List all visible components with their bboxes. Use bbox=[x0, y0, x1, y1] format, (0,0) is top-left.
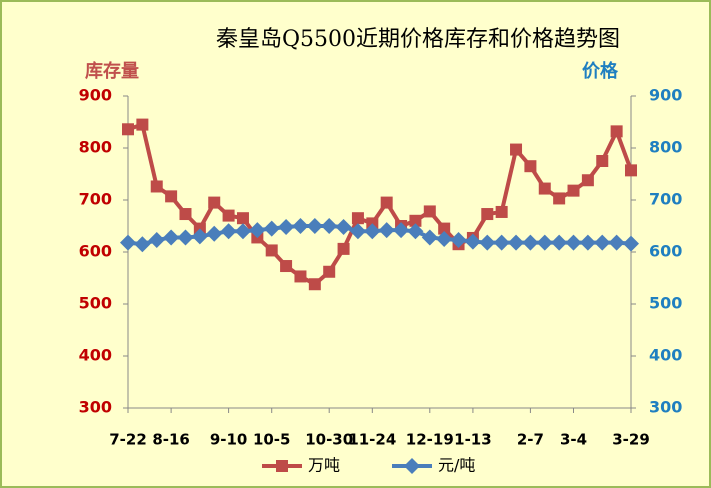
point bbox=[623, 235, 639, 252]
point bbox=[222, 209, 235, 222]
point bbox=[510, 143, 523, 156]
point bbox=[265, 244, 278, 257]
x-tick-label: 10-5 bbox=[253, 431, 291, 449]
point bbox=[335, 219, 352, 236]
legend-label: 元/吨 bbox=[438, 456, 475, 475]
point bbox=[150, 180, 163, 193]
point bbox=[565, 234, 582, 251]
point bbox=[236, 212, 249, 225]
y2-tick-label: 400 bbox=[649, 346, 682, 365]
point bbox=[551, 234, 568, 251]
y-tick-label: 700 bbox=[79, 190, 112, 209]
point bbox=[278, 219, 295, 236]
point bbox=[276, 460, 288, 472]
point bbox=[206, 225, 223, 242]
point bbox=[364, 223, 381, 240]
point bbox=[263, 220, 280, 237]
point bbox=[120, 234, 136, 251]
point bbox=[579, 234, 596, 251]
point bbox=[323, 265, 336, 278]
y2-tick-label: 800 bbox=[649, 138, 682, 157]
point bbox=[165, 190, 178, 203]
x-tick-label: 3-4 bbox=[560, 431, 587, 449]
point bbox=[404, 458, 420, 474]
point bbox=[553, 192, 566, 205]
y2-tick-label: 600 bbox=[649, 242, 682, 261]
y-axis-label: 库存量 bbox=[85, 60, 139, 82]
point bbox=[179, 208, 192, 221]
point bbox=[450, 232, 467, 249]
y2-tick-label: 700 bbox=[649, 190, 682, 209]
point bbox=[280, 260, 293, 273]
point bbox=[351, 212, 364, 225]
y-tick-label: 900 bbox=[79, 86, 112, 105]
point bbox=[306, 218, 323, 234]
y-tick-label: 500 bbox=[79, 294, 112, 313]
point bbox=[423, 205, 436, 218]
point bbox=[479, 234, 496, 251]
y2-tick-label: 500 bbox=[649, 294, 682, 313]
x-tick-label: 10-30 bbox=[305, 431, 353, 449]
point bbox=[436, 231, 453, 247]
point bbox=[349, 223, 366, 240]
chart-title: 秦皇岛Q5500近期价格库存和价格趋势图 bbox=[216, 27, 620, 52]
point bbox=[163, 229, 180, 246]
point bbox=[378, 222, 395, 239]
point bbox=[292, 218, 309, 234]
point bbox=[524, 160, 537, 173]
point bbox=[536, 234, 553, 251]
y2-tick-label: 300 bbox=[649, 398, 682, 417]
point bbox=[608, 234, 625, 251]
point bbox=[134, 236, 151, 253]
point bbox=[508, 234, 525, 251]
y-tick-label: 600 bbox=[79, 242, 112, 261]
point bbox=[594, 234, 611, 251]
point bbox=[495, 205, 508, 218]
point bbox=[136, 118, 149, 131]
point bbox=[581, 174, 594, 187]
point bbox=[294, 270, 307, 283]
x-tick-label: 8-16 bbox=[152, 431, 190, 449]
x-tick-label: 9-10 bbox=[210, 431, 248, 449]
x-tick-label: 7-22 bbox=[109, 431, 147, 449]
point bbox=[625, 164, 637, 177]
y-tick-label: 400 bbox=[79, 346, 112, 365]
y2-tick-label: 900 bbox=[649, 86, 682, 105]
x-tick-label: 11-24 bbox=[348, 431, 396, 449]
point bbox=[148, 232, 165, 249]
point bbox=[234, 223, 251, 240]
point bbox=[380, 196, 393, 209]
y2-axis-label: 价格 bbox=[582, 60, 619, 82]
point bbox=[220, 223, 237, 240]
x-tick-label: 3-29 bbox=[612, 431, 650, 449]
point bbox=[493, 234, 510, 251]
point bbox=[464, 233, 481, 250]
point bbox=[596, 155, 609, 167]
point bbox=[177, 229, 194, 246]
x-tick-label: 12-19 bbox=[406, 431, 454, 449]
point bbox=[438, 222, 451, 235]
point bbox=[522, 234, 539, 251]
legend-label: 万吨 bbox=[308, 456, 340, 475]
point bbox=[337, 242, 350, 255]
point bbox=[122, 123, 134, 136]
point bbox=[321, 218, 338, 234]
point bbox=[567, 184, 580, 197]
point bbox=[308, 278, 321, 291]
point bbox=[538, 182, 551, 195]
point bbox=[191, 228, 208, 245]
point bbox=[407, 223, 424, 240]
y-tick-label: 800 bbox=[79, 138, 112, 157]
x-tick-label: 1-13 bbox=[454, 431, 492, 449]
point bbox=[481, 208, 494, 221]
x-tick-label: 2-7 bbox=[517, 431, 544, 449]
point bbox=[409, 214, 422, 227]
point bbox=[208, 196, 221, 209]
y-tick-label: 300 bbox=[79, 398, 112, 417]
point bbox=[393, 222, 410, 239]
point bbox=[421, 229, 438, 246]
point bbox=[249, 222, 266, 239]
point bbox=[610, 125, 623, 138]
